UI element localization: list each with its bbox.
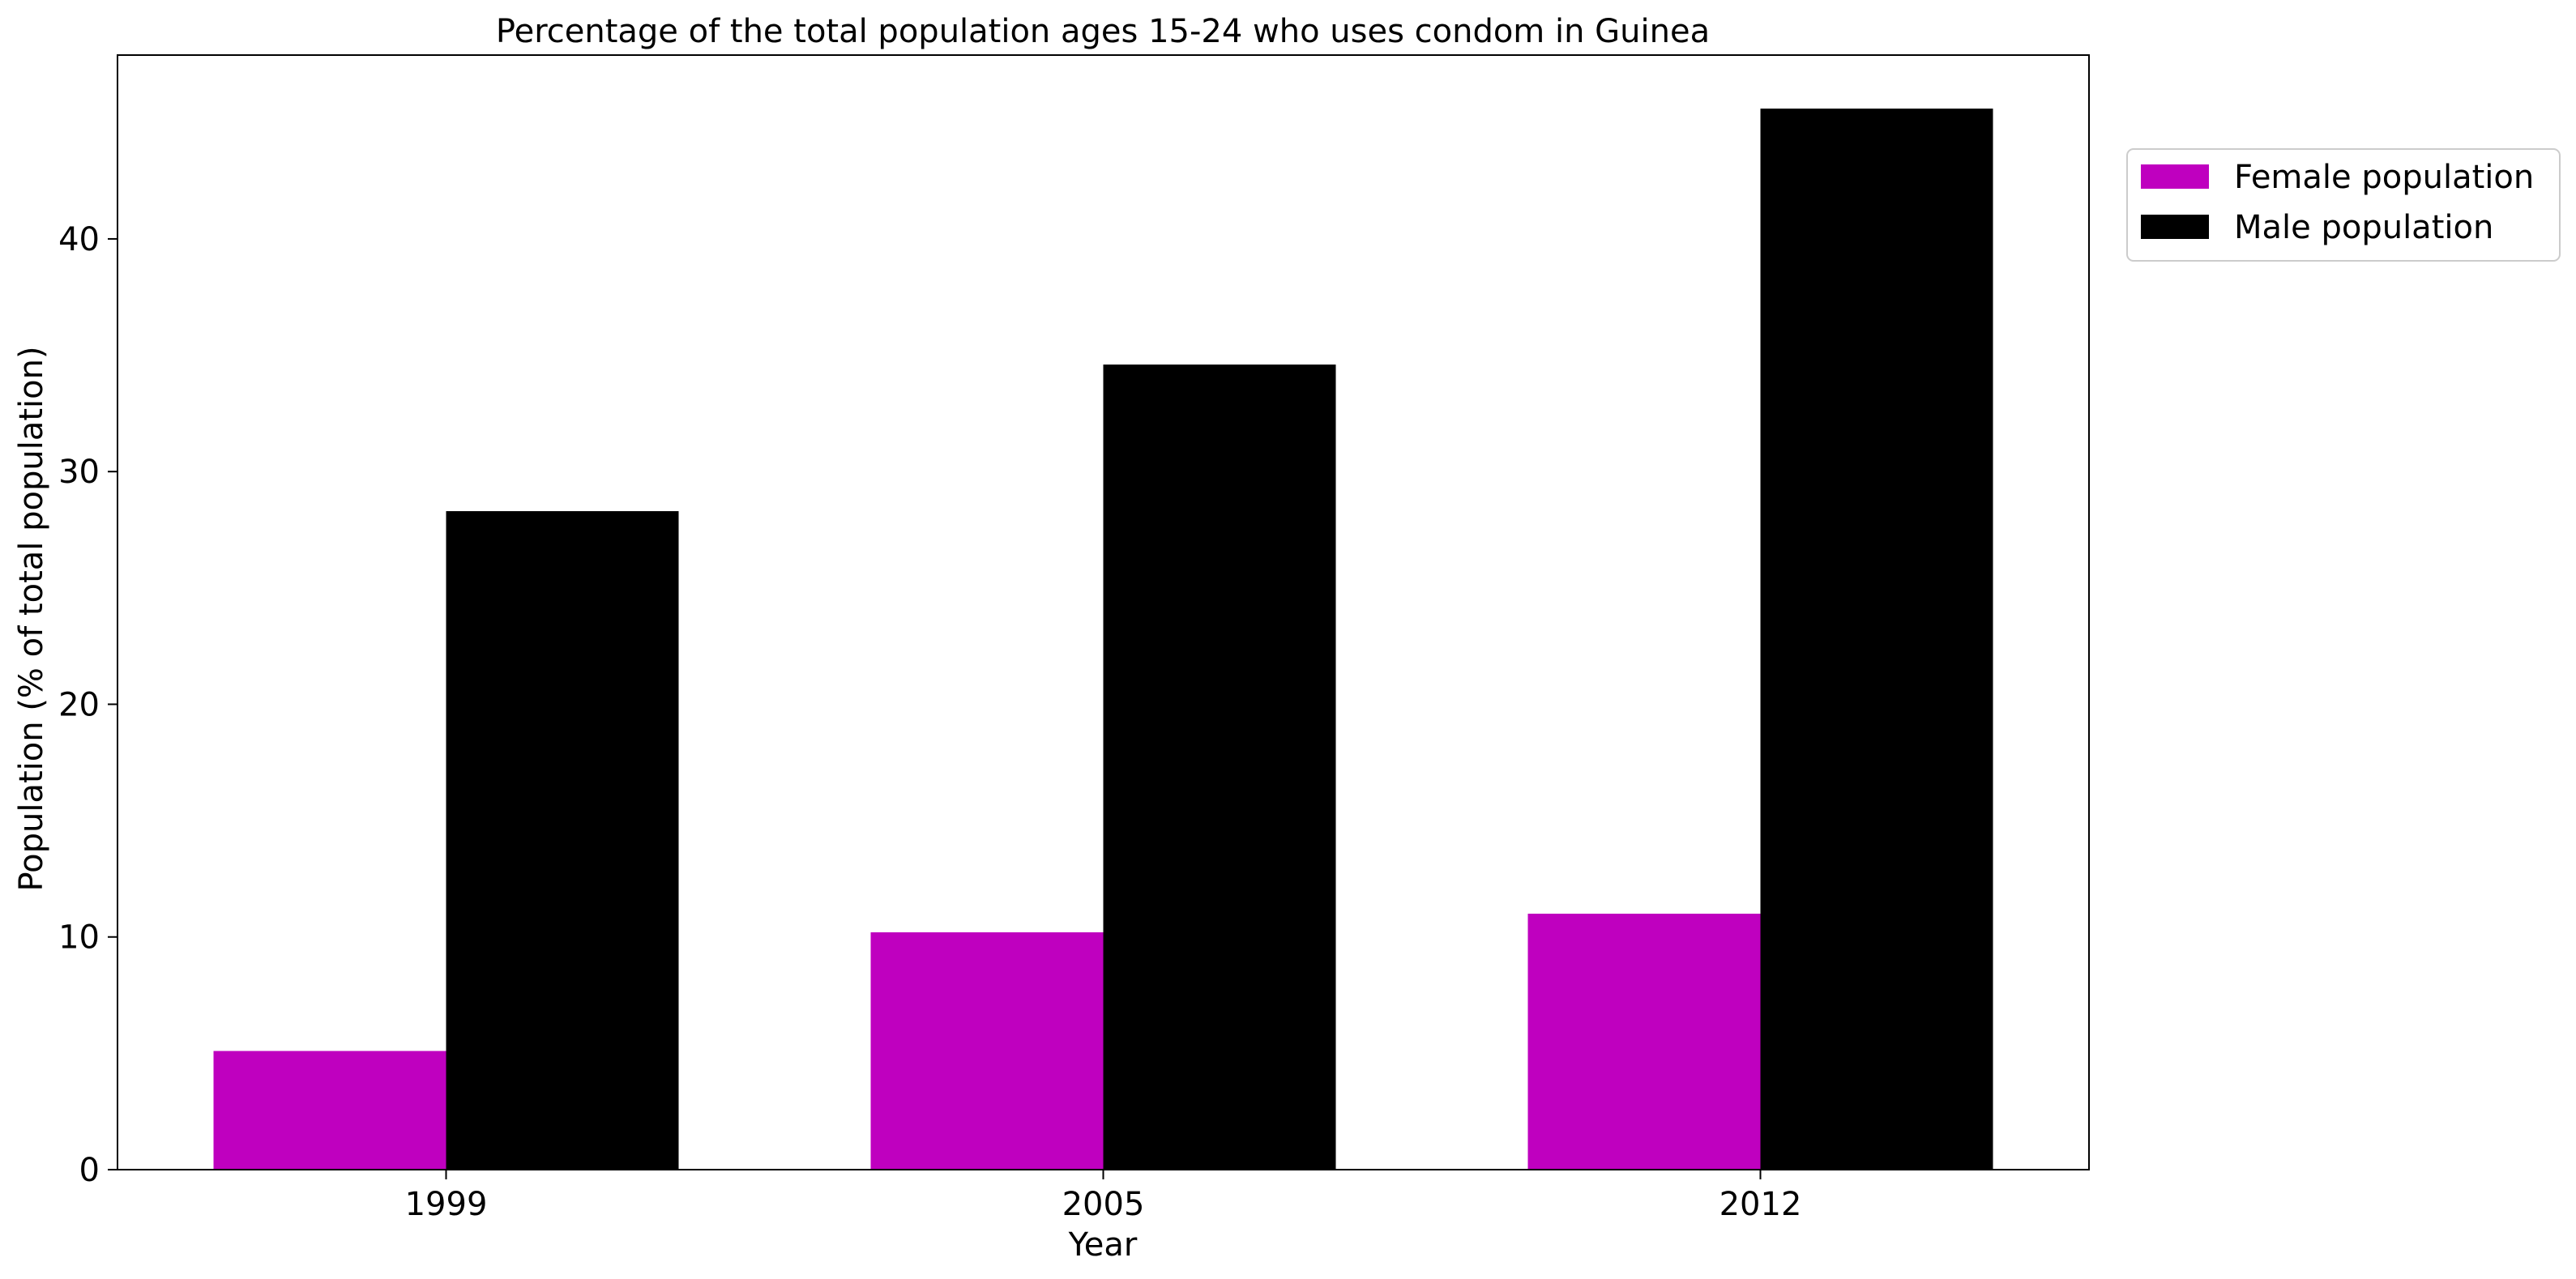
x-axis-label: Year <box>1068 1226 1138 1264</box>
legend: Female population Male population <box>2126 148 2561 262</box>
bar-1999-female <box>213 1051 446 1170</box>
bar-2005-female <box>870 932 1104 1170</box>
chart-title: Percentage of the total population ages … <box>496 13 1710 50</box>
x-tick-label: 2005 <box>1062 1186 1145 1223</box>
y-tick-label: 10 <box>58 919 100 957</box>
plot-area: 1999 2005 2012 0 10 20 30 40 <box>58 54 2090 1223</box>
bar-2012-male <box>1760 109 1993 1170</box>
y-tick-label: 0 <box>79 1152 100 1189</box>
y-tick-label: 30 <box>58 454 100 491</box>
legend-label-male: Male population <box>2234 209 2493 246</box>
legend-label-female: Female population <box>2234 159 2534 196</box>
y-tick-label: 20 <box>58 686 100 723</box>
bar-1999-male <box>446 511 679 1170</box>
x-tick-label: 1999 <box>405 1186 488 1223</box>
legend-box <box>2126 148 2561 262</box>
axes-frame <box>117 54 2090 1170</box>
y-tick-label: 40 <box>58 221 100 258</box>
x-tick-label: 2012 <box>1719 1186 1802 1223</box>
legend-swatch-female <box>2141 164 2209 189</box>
bar-2012-female <box>1527 914 1761 1170</box>
y-axis-label: Population (% of total population) <box>13 346 50 891</box>
legend-swatch-male <box>2141 215 2209 239</box>
bar-2005-male <box>1103 365 1336 1170</box>
